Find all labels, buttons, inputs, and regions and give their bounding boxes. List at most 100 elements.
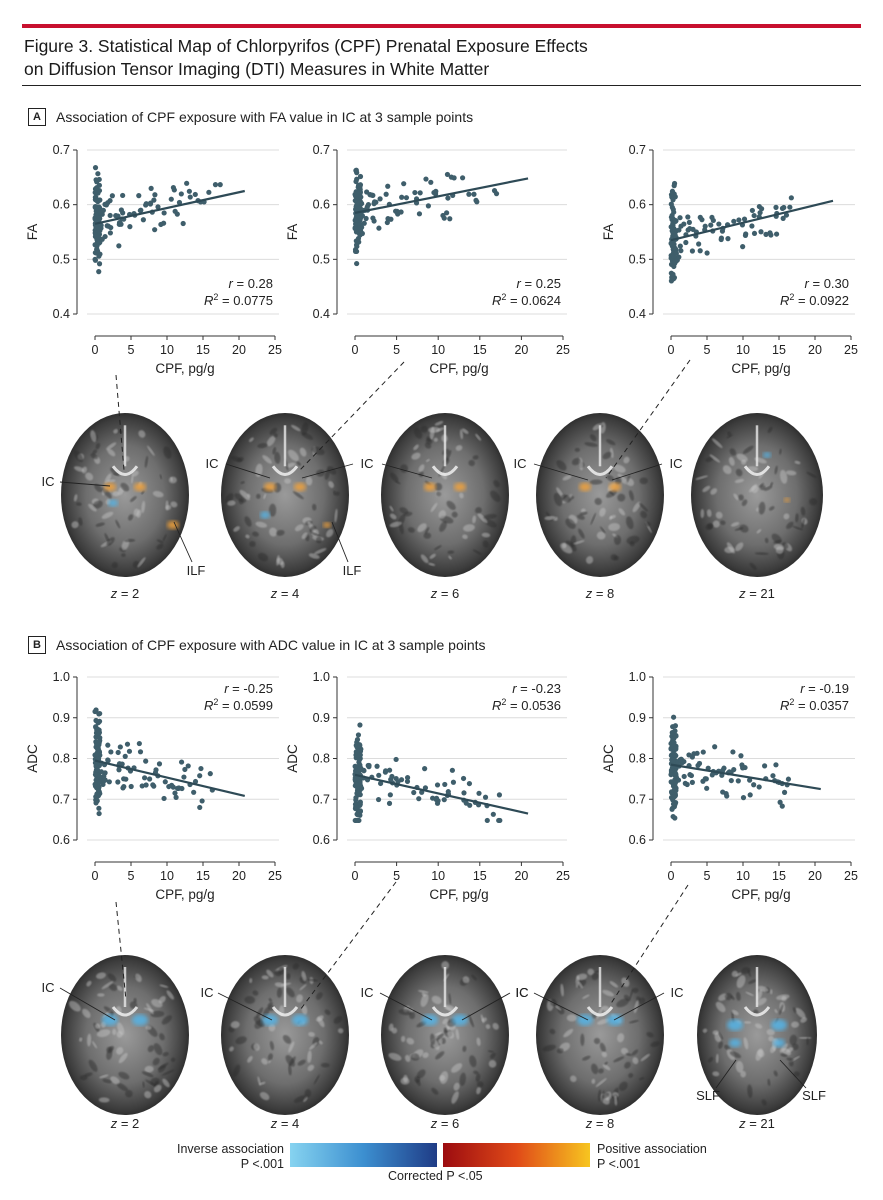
tissue-texture bbox=[253, 1043, 260, 1051]
data-point bbox=[123, 776, 129, 782]
data-point bbox=[172, 208, 178, 214]
data-point bbox=[671, 263, 677, 270]
tissue-texture bbox=[459, 492, 464, 499]
tissue-texture bbox=[476, 1086, 482, 1095]
tissue-texture bbox=[735, 1060, 744, 1073]
x-tick-label: 20 bbox=[232, 343, 246, 357]
tissue-texture bbox=[103, 1006, 115, 1015]
tissue-texture bbox=[233, 1064, 241, 1077]
tissue-texture bbox=[705, 523, 714, 531]
data-point bbox=[128, 783, 134, 790]
tissue-texture bbox=[792, 525, 804, 531]
tissue-texture bbox=[625, 1053, 633, 1057]
tissue-texture bbox=[645, 521, 651, 527]
x-tick-label: 0 bbox=[668, 869, 675, 883]
tissue-texture bbox=[472, 515, 477, 524]
tissue-texture bbox=[79, 1075, 88, 1081]
x-tick-label: 5 bbox=[393, 869, 400, 883]
tissue-texture bbox=[453, 1082, 460, 1091]
tissue-texture bbox=[580, 1033, 585, 1047]
tissue-texture bbox=[594, 497, 602, 506]
tissue-texture bbox=[640, 510, 648, 519]
data-point bbox=[441, 215, 447, 221]
data-point bbox=[756, 784, 762, 790]
tissue-texture bbox=[96, 972, 106, 979]
data-point bbox=[672, 815, 678, 821]
x-tick-label: 5 bbox=[128, 869, 135, 883]
tissue-texture bbox=[282, 1034, 292, 1044]
data-point bbox=[108, 749, 114, 755]
connector-line bbox=[115, 901, 127, 1001]
tissue-texture bbox=[632, 501, 641, 513]
data-point bbox=[672, 751, 678, 758]
data-point bbox=[431, 189, 437, 196]
tissue-texture bbox=[301, 422, 309, 436]
data-point bbox=[684, 781, 690, 788]
tissue-texture bbox=[484, 518, 497, 528]
tissue-texture bbox=[94, 1023, 101, 1029]
data-point bbox=[759, 206, 765, 212]
data-point bbox=[361, 767, 367, 773]
tissue-texture bbox=[261, 1058, 268, 1065]
tissue-texture bbox=[468, 459, 475, 467]
activation-cluster bbox=[579, 482, 591, 492]
tissue-texture bbox=[767, 1078, 771, 1086]
tissue-texture bbox=[90, 430, 97, 443]
data-point bbox=[780, 215, 786, 221]
data-point bbox=[709, 772, 715, 778]
tissue-texture bbox=[591, 1078, 596, 1084]
y-tick-label: 1.0 bbox=[313, 670, 330, 684]
tissue-texture bbox=[389, 521, 402, 528]
data-point bbox=[136, 193, 142, 199]
data-point bbox=[725, 236, 731, 242]
legend-positive-bar bbox=[443, 1143, 590, 1167]
data-point bbox=[206, 189, 212, 195]
data-point bbox=[669, 806, 675, 812]
y-tick-label: 0.5 bbox=[313, 252, 330, 266]
tissue-texture bbox=[328, 481, 334, 489]
data-point bbox=[401, 181, 407, 187]
x-tick-label: 25 bbox=[844, 343, 858, 357]
y-tick-label: 1.0 bbox=[53, 670, 70, 684]
r-squared-value: R2 = 0.0599 bbox=[204, 697, 273, 713]
tissue-texture bbox=[786, 521, 794, 530]
tissue-texture bbox=[475, 433, 482, 441]
tissue-texture bbox=[462, 976, 470, 984]
tissue-texture bbox=[430, 502, 438, 513]
tissue-texture bbox=[293, 1095, 307, 1103]
tissue-texture bbox=[459, 1072, 467, 1086]
brain-slice-a-4 bbox=[536, 413, 664, 577]
data-point bbox=[668, 214, 675, 220]
data-point bbox=[352, 248, 359, 254]
brain-slice-b-5 bbox=[697, 955, 817, 1115]
tissue-texture bbox=[589, 434, 597, 442]
data-point bbox=[116, 219, 123, 226]
tissue-texture bbox=[78, 517, 83, 526]
tissue-texture bbox=[247, 1055, 253, 1063]
tissue-texture bbox=[404, 1054, 411, 1062]
data-point bbox=[105, 757, 111, 763]
x-tick-label: 5 bbox=[704, 343, 711, 357]
tissue-texture bbox=[806, 1037, 809, 1046]
panel-b-label: B bbox=[28, 636, 46, 654]
data-point bbox=[718, 235, 725, 241]
tissue-texture bbox=[616, 998, 630, 1008]
tissue-texture bbox=[443, 1027, 448, 1034]
tissue-texture bbox=[170, 501, 178, 508]
x-tick-label: 0 bbox=[668, 343, 675, 357]
tissue-texture bbox=[462, 1045, 467, 1053]
region-label-a1-1: IC bbox=[42, 474, 55, 489]
data-point bbox=[678, 223, 684, 229]
tissue-texture bbox=[562, 474, 572, 481]
data-point bbox=[672, 787, 678, 793]
data-point bbox=[787, 204, 793, 210]
data-point bbox=[461, 790, 467, 796]
tissue-texture bbox=[475, 1073, 481, 1083]
tissue-texture bbox=[633, 1000, 639, 1014]
tissue-texture bbox=[92, 449, 98, 455]
data-point bbox=[173, 794, 179, 800]
tissue-texture bbox=[410, 1053, 420, 1061]
leader-line bbox=[613, 992, 665, 1021]
tissue-texture bbox=[170, 477, 173, 482]
tissue-texture bbox=[441, 961, 450, 970]
